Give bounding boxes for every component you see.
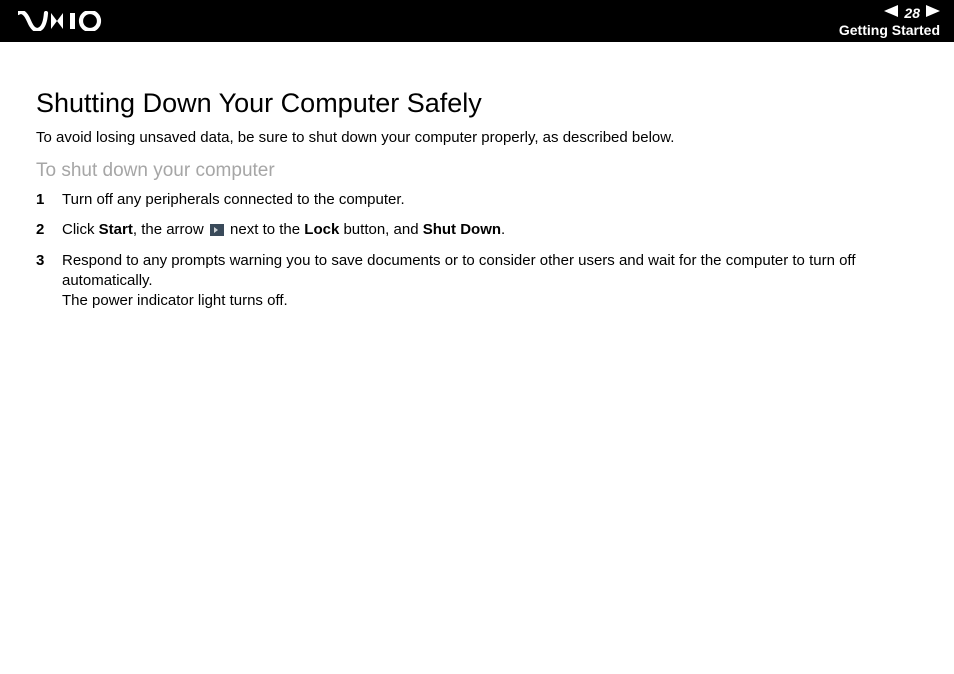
page-title: Shutting Down Your Computer Safely bbox=[36, 88, 936, 119]
text-fragment: Click bbox=[62, 221, 99, 238]
page-content: Shutting Down Your Computer Safely To av… bbox=[0, 42, 954, 311]
page-nav: 28 bbox=[884, 4, 940, 22]
page-number: 28 bbox=[902, 5, 922, 21]
text-fragment: , the arrow bbox=[133, 221, 208, 238]
prev-page-icon[interactable] bbox=[884, 4, 898, 22]
intro-text: To avoid losing unsaved data, be sure to… bbox=[36, 129, 936, 146]
step-number: 1 bbox=[36, 190, 62, 210]
text-line: The power indicator light turns off. bbox=[62, 292, 288, 309]
step-item: 2 Click Start, the arrow next to the Loc… bbox=[36, 220, 936, 240]
section-label: Getting Started bbox=[839, 22, 940, 38]
arrow-right-icon bbox=[210, 224, 224, 236]
step-number: 3 bbox=[36, 251, 62, 271]
text-fragment: button, and bbox=[339, 221, 422, 238]
bold-start: Start bbox=[99, 221, 133, 238]
step-item: 3 Respond to any prompts warning you to … bbox=[36, 251, 936, 312]
text-fragment: . bbox=[501, 221, 505, 238]
vaio-logo bbox=[18, 11, 110, 31]
next-page-icon[interactable] bbox=[926, 4, 940, 22]
subheading: To shut down your computer bbox=[36, 160, 936, 182]
steps-list: 1 Turn off any peripherals connected to … bbox=[36, 190, 936, 311]
text-fragment: next to the bbox=[226, 221, 304, 238]
header-bar: 28 Getting Started bbox=[0, 0, 954, 42]
text-line: Respond to any prompts warning you to sa… bbox=[62, 252, 855, 289]
step-text: Turn off any peripherals connected to th… bbox=[62, 190, 936, 210]
step-number: 2 bbox=[36, 220, 62, 240]
header-right: 28 Getting Started bbox=[839, 4, 940, 38]
step-item: 1 Turn off any peripherals connected to … bbox=[36, 190, 936, 210]
step-text: Respond to any prompts warning you to sa… bbox=[62, 251, 936, 312]
step-text: Click Start, the arrow next to the Lock … bbox=[62, 220, 936, 240]
bold-shutdown: Shut Down bbox=[423, 221, 501, 238]
bold-lock: Lock bbox=[304, 221, 339, 238]
